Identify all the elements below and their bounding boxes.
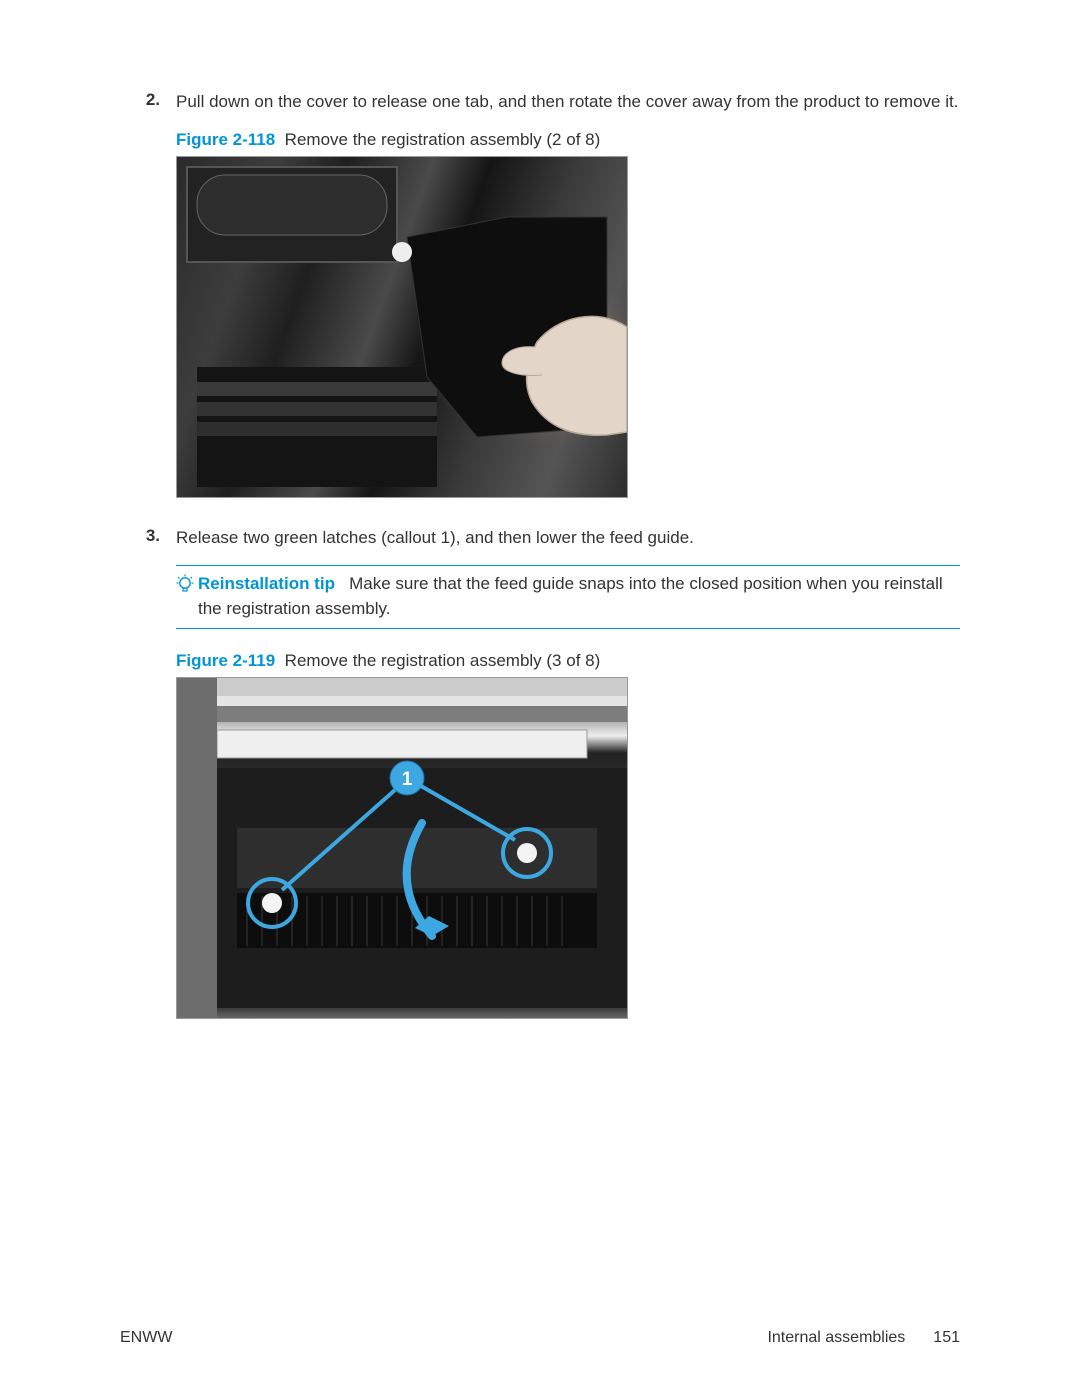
figure-label: Figure 2-118 — [176, 130, 275, 149]
figure-label: Figure 2-119 — [176, 651, 275, 670]
figure-2-118: Figure 2-118 Remove the registration ass… — [176, 130, 960, 498]
tip-body: Reinstallation tip Make sure that the fe… — [198, 572, 960, 621]
figure-image-119: 1 — [176, 677, 628, 1019]
figure-2-119: Figure 2-119 Remove the registration ass… — [176, 651, 960, 1019]
page-footer: ENWW Internal assemblies 151 — [120, 1329, 960, 1347]
figure-image-118 — [176, 156, 628, 498]
footer-page-number: 151 — [933, 1329, 960, 1347]
step-text: Pull down on the cover to release one ta… — [176, 90, 960, 115]
figure-caption-text: Remove the registration assembly (2 of 8… — [285, 130, 601, 149]
step-number: 2. — [120, 90, 176, 115]
footer-left: ENWW — [120, 1329, 172, 1347]
figure-caption: Figure 2-119 Remove the registration ass… — [176, 651, 960, 671]
step-number: 3. — [120, 526, 176, 551]
manual-page: 2. Pull down on the cover to release one… — [0, 0, 1080, 1397]
figure-caption: Figure 2-118 Remove the registration ass… — [176, 130, 960, 150]
figure-image-119-svg: 1 — [177, 678, 627, 1018]
figure-caption-text: Remove the registration assembly (3 of 8… — [285, 651, 601, 670]
step-text: Release two green latches (callout 1), a… — [176, 526, 960, 551]
reinstallation-tip: Reinstallation tip Make sure that the fe… — [176, 565, 960, 628]
footer-section: Internal assemblies — [767, 1329, 905, 1347]
svg-text:1: 1 — [402, 769, 413, 790]
step-2: 2. Pull down on the cover to release one… — [120, 90, 960, 115]
step-3: 3. Release two green latches (callout 1)… — [120, 526, 960, 551]
footer-right: Internal assemblies 151 — [767, 1329, 960, 1347]
lightbulb-icon — [176, 572, 198, 621]
tip-label: Reinstallation tip — [198, 574, 335, 593]
figure-image-118-svg — [177, 157, 627, 497]
